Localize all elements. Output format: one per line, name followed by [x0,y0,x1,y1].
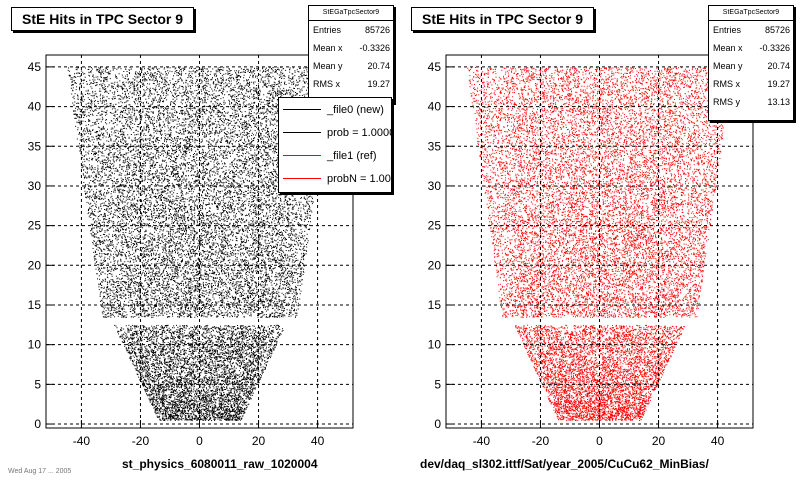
y-tick-label: 40 [428,100,442,114]
legend-line-file0 [283,109,321,110]
y-tick-label: 30 [428,179,442,193]
stats-row-rms-x: RMS x 19.27 [313,79,390,89]
y-tick-label: 0 [434,417,441,431]
footnote-timestamp: Wed Aug 17 ... 2005 [8,468,72,475]
left-histogram-panel: -40 -20 0 20 40 0 5 10 15 20 25 30 35 40 45 StE Hits i… [11,5,394,471]
y-tick-label: 30 [28,179,42,193]
legend-entry-file0: _file0 (new) [279,98,391,121]
y-tick-label: 15 [28,298,42,312]
x-tick-label: 40 [711,434,725,448]
stats-header: StEGaTpcSector9 [709,6,793,21]
y-tick-label: 20 [28,258,42,272]
x-tick-label: 20 [252,434,266,448]
legend-entry-probn: probN = 1.000000 [279,167,391,190]
y-tick-label: 25 [428,219,442,233]
right-stats-box: StEGaTpcSector9 Entries 85726 Mean x -0.33… [708,5,794,121]
stats-row-rms-x: RMS x 19.27 [713,79,790,89]
x-tick-label: 0 [196,434,203,448]
y-tick-label: 5 [34,377,41,391]
y-tick-label: 20 [428,258,442,272]
x-tick-label: 40 [311,434,325,448]
x-tick-label: 0 [596,434,603,448]
y-tick-label: 25 [28,219,42,233]
stats-row-mean-x: Mean x -0.3326 [713,43,790,53]
stats-row-entries: Entries 85726 [713,25,790,35]
y-tick-label: 15 [428,298,442,312]
x-tick-label: -40 [473,434,491,448]
legend-line-probn [283,178,321,179]
x-tick-label: -20 [132,434,150,448]
legend-entry-prob: prob = 1.000000 [279,121,391,144]
y-tick-label: 40 [28,100,42,114]
y-tick-label: 45 [28,60,42,74]
right-scatter-plot: -40 -20 0 20 40 0 5 10 15 20 25 30 35 40 45 [428,54,754,448]
stats-row-entries: Entries 85726 [313,25,390,35]
legend-line-file1 [283,155,321,156]
x-tick-label: 20 [652,434,666,448]
right-histogram-panel: -40 -20 0 20 40 0 5 10 15 20 25 30 35 40 45 StE Hits i… [400,0,800,480]
legend-line-prob [283,132,321,133]
right-plot-title: StE Hits in TPC Sector 9 [411,7,595,31]
legend-box: _file0 (new) prob = 1.000000 _file1 (ref… [278,97,392,193]
x-tick-label: -20 [532,434,550,448]
stats-row-rms-y: RMS y 13.13 [713,97,790,107]
x-tick-label: -40 [73,434,91,448]
axis-ticks: -40 -20 0 20 40 0 5 10 15 20 25 30 35 40 45 [28,60,325,448]
stats-row-mean-x: Mean x -0.3326 [313,43,390,53]
stats-row-mean-y: Mean y 20.74 [713,61,790,71]
y-tick-label: 35 [428,139,442,153]
y-tick-label: 10 [28,338,42,352]
axis-ticks: -40 -20 0 20 40 0 5 10 15 20 25 30 35 40 45 [428,60,725,448]
stats-header: StEGaTpcSector9 [309,6,393,21]
left-plot-title: StE Hits in TPC Sector 9 [11,7,195,31]
legend-entry-file1: _file1 (ref) [279,144,391,167]
right-x-axis-label: dev/daq_sl302.ittf/Sat/year_2005/CuCu62_… [420,457,709,471]
y-tick-label: 5 [434,377,441,391]
stats-row-mean-y: Mean y 20.74 [313,61,390,71]
y-tick-label: 45 [428,60,442,74]
y-tick-label: 10 [428,338,442,352]
left-stats-box: StEGaTpcSector9 Entries 85726 Mean x -0.33… [308,5,394,103]
y-tick-label: 35 [28,139,42,153]
y-tick-label: 0 [34,417,41,431]
left-x-axis-label: st_physics_6080011_raw_1020004 [122,457,318,471]
